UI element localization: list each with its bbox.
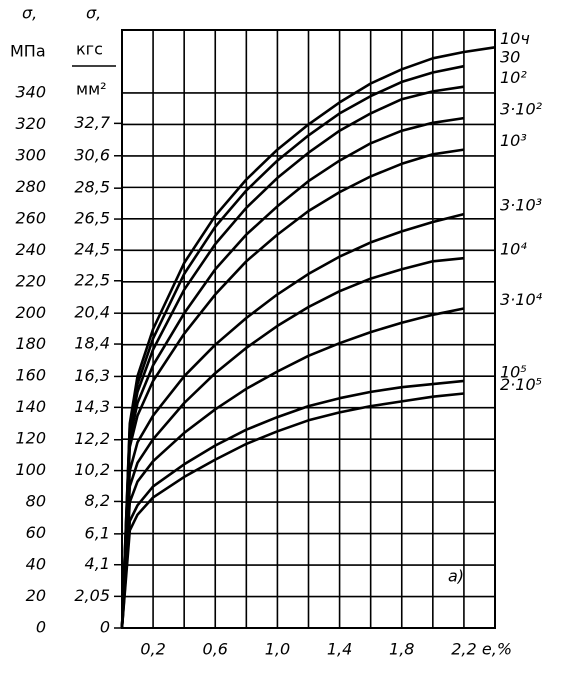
y2-tick-label: 20,4 (74, 303, 110, 322)
y2-label-numerator: кгс (76, 40, 103, 59)
y2-tick-label: 26,5 (74, 209, 110, 228)
curve (120, 148, 465, 629)
y-tick-label: 60 (26, 523, 46, 542)
x-tick-label: 1,0 (265, 640, 290, 659)
y-tick-label: 320 (15, 114, 46, 133)
y-tick-label: 240 (15, 240, 46, 259)
y-tick-label: 260 (15, 208, 46, 227)
curve-label: 3·10² (500, 100, 543, 119)
curve-label: 10⁵ (500, 362, 527, 381)
y2-symbol: σ, (86, 4, 101, 23)
y2-tick-label: 22,5 (74, 270, 110, 289)
y-tick-label: 40 (26, 555, 46, 574)
curve-label: 10³ (500, 131, 527, 150)
y-tick-label: 80 (26, 492, 46, 511)
curve (120, 379, 465, 629)
x-tick-label: 1,8 (389, 640, 414, 659)
y-tick-label: 300 (15, 145, 46, 164)
x-tick-label: 2,2 (451, 640, 476, 659)
curve (120, 46, 496, 629)
curve-label: 2·10⁵ (500, 375, 542, 394)
y2-tick-label: 6,1 (85, 523, 110, 542)
curve-label: 10ч (500, 29, 530, 48)
y-tick-label: 0 (36, 618, 46, 637)
curve-label: 3·10⁴ (500, 290, 543, 309)
y2-tick-label: 30,6 (74, 145, 110, 164)
y2-tick-label: 14,3 (74, 397, 110, 416)
curve-label: 10⁴ (500, 240, 527, 259)
curve (120, 256, 465, 629)
y2-tick-label: 8,2 (85, 491, 110, 510)
curve-label: 3·10³ (500, 196, 542, 215)
y-tick-label: 160 (15, 366, 46, 385)
y2-tick-label: 32,7 (74, 113, 110, 132)
y2-tick-label: 16,3 (74, 366, 110, 385)
x-tick-label: 0,2 (140, 640, 165, 659)
y2-tick-label: 24,5 (74, 239, 110, 258)
curve (120, 64, 465, 629)
y2-tick-label: 0 (100, 618, 110, 637)
y-tick-label: 100 (15, 460, 46, 479)
y-tick-label: 220 (15, 271, 46, 290)
y2-tick-label: 10,2 (74, 460, 110, 479)
y-symbol: σ, (22, 4, 37, 23)
y2-tick-label: 12,2 (74, 429, 110, 448)
curve (120, 116, 465, 629)
curve (120, 85, 465, 629)
y-tick-label: 180 (15, 334, 46, 353)
curve-label: 30 (500, 48, 520, 67)
y-tick-label: 340 (15, 82, 46, 101)
y-label: МПа (10, 42, 46, 61)
y-tick-label: 200 (15, 303, 46, 322)
annotation: a) (448, 567, 464, 586)
y-tick-label: 280 (15, 177, 46, 196)
curve (120, 212, 465, 629)
x-tick-label: 0,6 (203, 640, 228, 659)
y2-tick-label: 28,5 (74, 178, 110, 197)
y2-tick-label: 4,1 (85, 554, 110, 573)
y2-tick-label: 2,05 (74, 586, 110, 605)
x-tick-label: 1,4 (327, 640, 352, 659)
curve (120, 307, 465, 629)
y2-label-denominator: мм² (76, 80, 107, 99)
x-axis-label: e,% (482, 640, 512, 659)
curve (120, 392, 465, 629)
y-tick-label: 140 (15, 397, 46, 416)
y2-tick-label: 18,4 (74, 334, 110, 353)
y-tick-label: 20 (26, 586, 46, 605)
y-tick-label: 120 (15, 429, 46, 448)
curve-label: 10² (500, 68, 527, 87)
